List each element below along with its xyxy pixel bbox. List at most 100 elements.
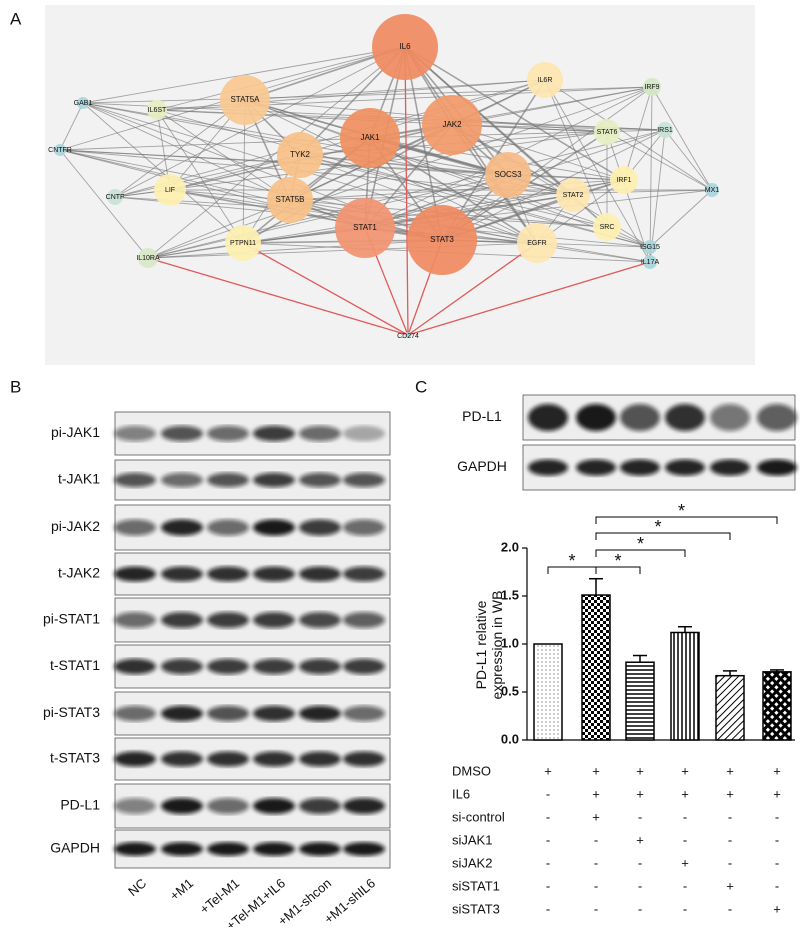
treatment-sign: - [546,786,550,801]
treatment-sign: - [638,809,642,824]
node-label: TYK2 [290,150,311,159]
band [161,472,203,488]
node [527,62,563,98]
node-label: IL6ST [148,107,167,114]
edge [299,154,608,228]
band [161,705,203,722]
edge [299,154,651,248]
blot-label: pi-JAK2 [51,518,100,534]
treatment-sign: + [636,786,644,801]
treatment-sign: - [683,878,687,893]
band [253,425,295,442]
band [114,472,156,488]
blot-label: t-JAK2 [58,565,100,581]
edge [244,79,546,101]
edge [114,99,246,198]
node [407,205,477,275]
node [594,119,620,145]
node-label: JAK1 [360,133,380,142]
band [299,751,341,767]
band [576,404,616,431]
panel-label: C [415,377,427,396]
node-label: PTPN11 [230,240,256,247]
treatment-sign: - [728,901,732,916]
edge [114,154,301,198]
band [343,658,385,675]
node [154,174,186,206]
bar [670,631,700,741]
blot-label: pi-STAT3 [43,704,100,720]
treatment-sign: + [544,763,552,778]
band [253,612,295,628]
node-label: IL17A [641,259,660,266]
edge [147,239,443,259]
band [528,459,568,476]
band [207,425,249,442]
significance-bracket [595,516,778,524]
band [253,798,295,814]
band [253,705,295,722]
treatment-sign: + [681,855,689,870]
node-label: IL6 [399,42,411,51]
edge [59,149,366,229]
band [299,425,341,442]
treatment-sign: + [592,786,600,801]
treatment-sign: + [773,786,781,801]
y-tick-label: 0.5 [501,683,519,698]
treatment-sign: - [775,832,779,847]
treatment-sign: - [546,855,550,870]
blot-label: pi-STAT1 [43,611,100,627]
band [114,519,156,536]
node [138,248,158,268]
band [299,658,341,675]
significance-bracket [595,549,686,557]
node [372,14,438,80]
node [643,255,657,269]
treatment-sign: - [546,901,550,916]
treatment-label: IL6 [452,786,470,801]
band [114,705,156,722]
band [161,612,203,628]
edge [59,137,371,151]
treatment-label: siSTAT1 [452,878,500,893]
edge [451,86,653,126]
treatment-sign: - [594,855,598,870]
band [253,842,295,856]
treatment-label: DMSO [452,763,491,778]
band [710,459,750,476]
band [343,425,385,442]
band [299,519,341,536]
band [343,751,385,767]
band [343,472,385,488]
band [343,798,385,814]
blot-label: t-JAK1 [58,471,100,487]
y-tick-label: 1.5 [501,587,519,602]
edge [59,149,574,196]
cd274-edge [404,46,409,336]
edge [441,129,666,241]
blot-label: GAPDH [457,458,507,474]
bar [625,661,655,741]
edge [451,124,625,181]
band [207,751,249,767]
band [207,612,249,628]
treatment-sign: - [594,901,598,916]
band [207,566,249,582]
edge [649,86,653,263]
node [422,95,482,155]
band [343,842,385,856]
band [207,472,249,488]
band [343,612,385,628]
y-axis-label-line: expression in WB [489,591,505,700]
band [253,472,295,488]
node-label: CD274 [397,333,419,340]
y-tick-label: 0.0 [501,731,519,746]
node-label: MX1 [705,187,720,194]
band [665,404,705,431]
edge [59,149,149,259]
significance-star: * [568,551,575,571]
node [405,332,411,338]
lane-label: NC [125,875,149,899]
band [299,472,341,488]
treatment-sign: - [728,809,732,824]
